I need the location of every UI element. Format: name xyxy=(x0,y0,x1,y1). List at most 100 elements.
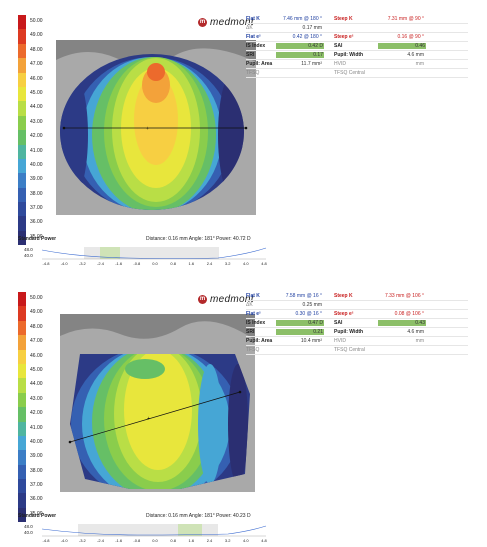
hvid-label: HVID xyxy=(334,338,346,344)
scale-swatch xyxy=(18,407,26,422)
scale-label: 46.00 xyxy=(30,352,43,359)
tfsq-label: TFSQ xyxy=(246,70,260,76)
profile-axis-label: -0.8 xyxy=(133,538,141,543)
scale-label: 35.00 xyxy=(30,510,43,517)
scale-label: 49.00 xyxy=(30,309,43,316)
pupil-width-value: 4.6 mm xyxy=(407,52,424,58)
scale-label: 48.00 xyxy=(30,323,43,330)
scale-swatch xyxy=(18,216,26,231)
row-sri-pupil: SRI 0.17 Pupil: Width 4.6 mm xyxy=(246,51,468,60)
scale-step: 38.00 xyxy=(18,187,54,203)
scale-label: 38.00 xyxy=(30,467,43,474)
profile-axis-label: 1.6 xyxy=(189,261,195,266)
flat-k-label: Flat K xyxy=(246,16,260,22)
row-flat-steep-k: Flat K 7.58 mm @ 16 ° Steep K 7.33 mm @ … xyxy=(246,292,468,301)
pupil-area-label: Pupil: Area xyxy=(246,338,273,344)
medmont-logo: m medmont xyxy=(198,293,254,305)
hvid-label: HVID xyxy=(334,61,346,67)
profile-axis-label: -3.2 xyxy=(79,261,87,266)
scale-swatch xyxy=(18,202,26,217)
flat-k-value: 7.46 mm @ 180 ° xyxy=(282,16,322,22)
profile-tick-bottom: 40.0 xyxy=(24,253,33,258)
delta-k-label: ΔK xyxy=(246,25,253,31)
sai-label: SAI xyxy=(334,43,343,49)
scale-step: 39.00 xyxy=(18,173,54,188)
delta-k-value: 0.17 mm xyxy=(302,25,322,31)
delta-k-label: ΔK xyxy=(246,302,253,308)
scale-swatch xyxy=(18,101,26,116)
scale-swatch xyxy=(18,378,26,393)
profile-axis-label: 0.8 xyxy=(170,538,176,543)
flat-e-value: 0.42 @ 180 ° xyxy=(292,34,322,40)
pupil-width-label: Pupil: Width xyxy=(334,329,364,335)
steep-e-label: Steep e² xyxy=(334,311,354,317)
scale-label: 45.00 xyxy=(30,89,43,96)
scale-step: 48.00 xyxy=(18,43,54,59)
sri-label: SRI xyxy=(246,52,255,58)
scale-label: 42.00 xyxy=(30,410,43,417)
row-delta-k: ΔK 0.25 mm xyxy=(246,301,468,310)
measurement-readout: Distance: 0.16 mm Angle: 181° Power: 40.… xyxy=(146,513,251,519)
flat-e-label: Flat e² xyxy=(246,34,261,40)
medmont-logo: m medmont xyxy=(198,16,254,28)
tfsq-label: TFSQ xyxy=(246,347,260,353)
power-profile-chart[interactable]: 48.0 40.0 -4.8 -4.0 -3.2 -2.4 -1.6 -0.8 0.0 0.8… xyxy=(18,521,470,543)
scale-label: 42.00 xyxy=(30,133,43,140)
scale-label: 47.00 xyxy=(30,61,43,68)
scale-label: 50.00 xyxy=(30,18,43,24)
keratometry-data-table: Flat K 7.58 mm @ 16 ° Steep K 7.33 mm @ … xyxy=(246,292,468,355)
row-delta-k: ΔK 0.17 mm xyxy=(246,24,468,33)
color-scale-legend: 50.00 49.00 48.00 47.00 46.00 45.00 44.00 43.00… xyxy=(18,292,54,523)
scale-label: 41.00 xyxy=(30,424,43,431)
medmont-logo-text: medmont xyxy=(210,16,254,28)
scale-step: 45.00 xyxy=(18,363,54,379)
corneal-topography-map[interactable]: + xyxy=(60,314,255,492)
scale-label: 47.00 xyxy=(30,338,43,345)
scale-step: 48.00 xyxy=(18,320,54,336)
scale-swatch xyxy=(18,115,26,131)
profile-axis-label: -4.8 xyxy=(43,538,51,543)
scale-step: 41.00 xyxy=(18,421,54,436)
scale-swatch xyxy=(18,292,26,307)
corneal-topography-map[interactable]: + xyxy=(56,40,256,215)
scale-step: 50.00 xyxy=(18,15,54,30)
steep-e-value: 0.08 @ 106 ° xyxy=(394,311,424,317)
scale-label: 44.00 xyxy=(30,381,43,388)
tfsq-central-label: TFSQ Central xyxy=(334,70,365,76)
scale-step: 42.00 xyxy=(18,130,54,145)
sai-value: 0.43 xyxy=(378,320,426,326)
row-is-sai: IS Index 0.47 D SAI 0.43 xyxy=(246,319,468,328)
profile-axis-label: -4.0 xyxy=(61,538,69,543)
scale-label: 49.00 xyxy=(30,32,43,39)
scale-swatch xyxy=(18,507,26,523)
scale-swatch xyxy=(18,349,26,364)
scale-step: 36.00 xyxy=(18,216,54,231)
scale-swatch xyxy=(18,479,26,494)
svg-text:+: + xyxy=(147,416,150,422)
scale-swatch xyxy=(18,29,26,44)
scale-swatch xyxy=(18,450,26,465)
topography-panel-bottom: 50.00 49.00 48.00 47.00 46.00 45.00 44.00 43.00… xyxy=(16,277,472,545)
flat-k-label: Flat K xyxy=(246,293,260,299)
scale-label: 40.00 xyxy=(30,161,43,168)
steep-e-value: 0.16 @ 90 ° xyxy=(397,34,424,40)
measurement-readout: Distance: 0.16 mm Angle: 181° Power: 40.… xyxy=(146,236,251,242)
scale-swatch xyxy=(18,173,26,188)
scale-step: 49.00 xyxy=(18,29,54,44)
sai-label: SAI xyxy=(334,320,343,326)
tfsq-central-label: TFSQ Central xyxy=(334,347,365,353)
profile-axis-label: 2.4 xyxy=(207,538,213,543)
sai-value: 0.46 xyxy=(378,43,426,49)
profile-tick-bottom: 40.0 xyxy=(24,530,33,535)
profile-axis-label: 2.4 xyxy=(207,261,213,266)
is-index-label: IS Index xyxy=(246,43,266,49)
scale-swatch xyxy=(18,363,26,379)
scale-swatch xyxy=(18,421,26,436)
steep-k-label: Steep K xyxy=(334,293,353,299)
scale-swatch xyxy=(18,464,26,480)
is-index-label: IS Index xyxy=(246,320,266,326)
scale-step: 43.00 xyxy=(18,392,54,408)
hvid-value: mm xyxy=(415,61,424,67)
row-tfsq: TFSQ TFSQ Central xyxy=(246,69,468,78)
power-profile-chart[interactable]: 48.0 40.0 -4.8 -4.0 -3.2 -2.4 -1.6 -0.8 0.0 0.8… xyxy=(18,244,470,266)
